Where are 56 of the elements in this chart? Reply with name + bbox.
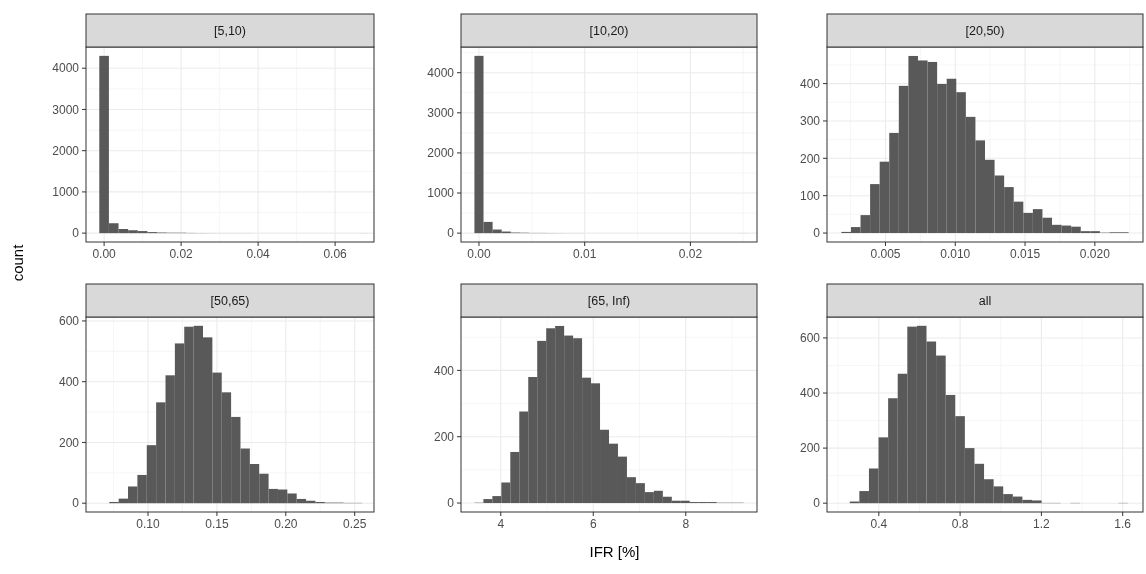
y-tick-label: 600 [58, 314, 80, 329]
x-tick-label: 0.10 [136, 517, 161, 531]
x-tick-label: 0.015 [1010, 247, 1041, 261]
x-tick-label: 0.25 [343, 517, 367, 531]
x-tick-label: 0.8 [951, 517, 969, 531]
x-tick-label: 1.6 [1114, 517, 1132, 531]
y-tick-label: 400 [433, 363, 455, 378]
y-tick-label: 200 [799, 151, 821, 166]
y-tick-label: 0 [813, 496, 821, 511]
y-tick-label: 400 [58, 374, 80, 389]
x-tick-label: 1.2 [1033, 517, 1051, 531]
x-tick-label: 0.20 [274, 517, 298, 531]
x-tick-label: 4 [497, 517, 505, 531]
x-tick-label: 0.010 [940, 247, 971, 261]
y-tick-label: 200 [433, 429, 455, 444]
x-tick-label: 0.02 [169, 247, 194, 261]
chart-title: [5,10) [214, 23, 246, 38]
y-tick-label: 300 [799, 114, 821, 129]
x-axis-title: IFR [%] [589, 543, 640, 560]
y-tick-label: 2000 [427, 146, 455, 161]
y-tick-label: 0 [813, 226, 821, 241]
x-tick-label: 0.02 [678, 247, 703, 261]
x-tick-label: 0.15 [205, 517, 229, 531]
y-tick-label: 0 [447, 496, 455, 511]
x-tick-label: 0.020 [1079, 247, 1111, 261]
y-tick-label: 0 [72, 496, 80, 511]
y-tick-label: 3000 [427, 106, 455, 121]
x-tick-label: 0.00 [92, 247, 117, 261]
y-tick-label: 100 [799, 188, 821, 203]
y-tick-label: 400 [799, 386, 821, 401]
chart-title: [50,65) [210, 293, 250, 308]
x-tick-label: 8 [682, 517, 690, 531]
y-tick-label: 1000 [427, 186, 455, 201]
y-tick-label: 600 [799, 331, 821, 346]
x-tick-label: 0.06 [323, 247, 348, 261]
y-tick-label: 200 [799, 441, 821, 456]
y-tick-label: 3000 [52, 102, 80, 117]
y-tick-label: 400 [799, 76, 821, 91]
y-tick-label: 1000 [52, 185, 80, 200]
y-tick-label: 4000 [427, 65, 455, 80]
chart-title: [65, Inf) [587, 293, 631, 308]
y-tick-label: 2000 [52, 143, 80, 158]
x-tick-label: 0.00 [467, 247, 491, 261]
chart-title: [10,20) [589, 23, 629, 38]
chart-title: all [978, 293, 992, 308]
x-tick-label: 6 [589, 517, 597, 531]
y-tick-label: 0 [72, 226, 80, 241]
x-tick-label: 0.01 [573, 247, 597, 261]
x-tick-label: 0.4 [870, 517, 888, 531]
y-tick-label: 4000 [52, 61, 80, 76]
y-tick-label: 200 [58, 435, 80, 450]
y-tick-label: 0 [447, 226, 455, 241]
chart-title: [20,50) [965, 23, 1005, 38]
x-tick-label: 0.04 [246, 247, 271, 261]
y-axis-title: count [9, 243, 26, 282]
x-tick-label: 0.005 [870, 247, 901, 261]
